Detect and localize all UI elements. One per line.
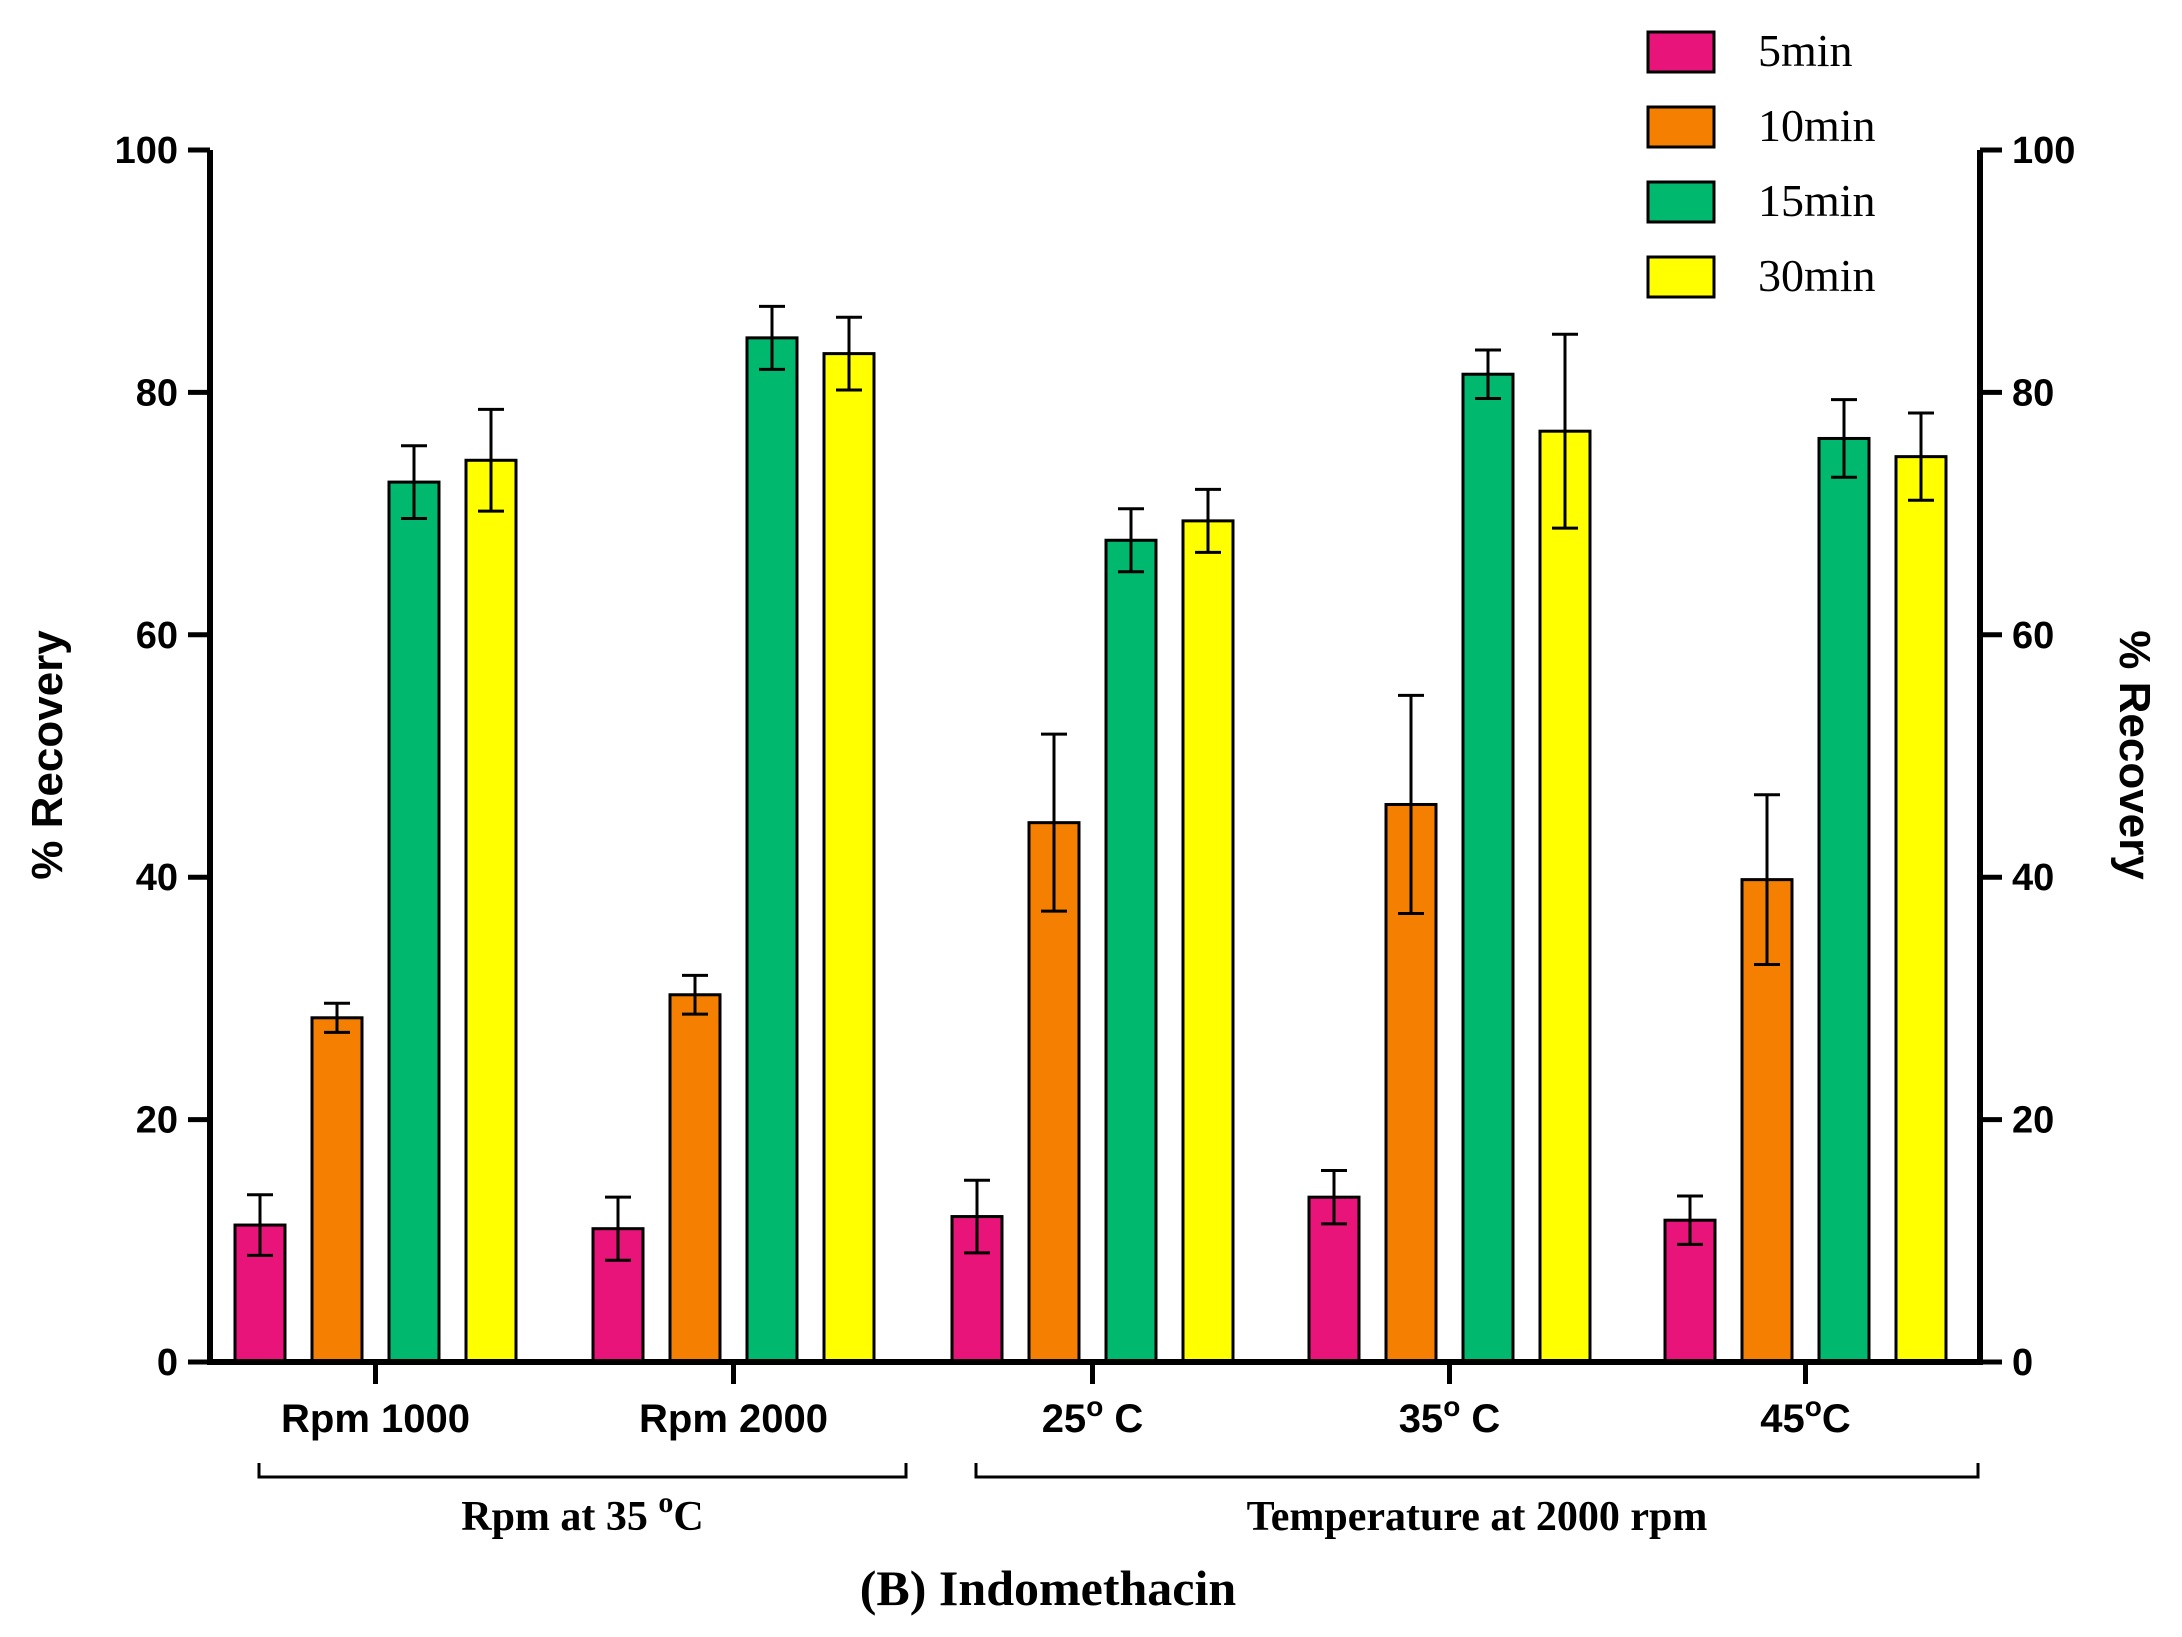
- category-label-4: 45oC: [1760, 1391, 1851, 1441]
- bar-30min-0: [464, 458, 518, 1364]
- bar-5min-3: [1307, 1195, 1361, 1364]
- bar-15min-0: [387, 480, 441, 1364]
- legend-label-15min: 15min: [1758, 175, 1876, 226]
- bar-15min-2: [1104, 538, 1158, 1364]
- category-labels: Rpm 1000 Rpm 2000 25o C 35o C 45oC: [281, 1391, 1851, 1441]
- y-tick-label-right-40: 40: [2012, 857, 2054, 899]
- bar-30min-4: [1894, 455, 1948, 1364]
- group-brackets: Rpm at 35 oC Temperature at 2000 rpm: [257, 1463, 1980, 1540]
- legend-swatch-10min: [1646, 105, 1716, 149]
- y-tick-label-right-60: 60: [2012, 615, 2054, 657]
- bar-30min-1: [822, 352, 876, 1364]
- bar-10min-1: [668, 993, 722, 1364]
- y-tick-label-right-20: 20: [2012, 1100, 2054, 1142]
- legend: 5min 10min 15min 30min: [1646, 25, 1876, 301]
- y-tick-label-right-0: 0: [2012, 1342, 2033, 1384]
- category-label-0: Rpm 1000: [281, 1397, 470, 1441]
- group-bracket-0: [257, 1463, 908, 1479]
- bar-10min-0: [310, 1016, 364, 1364]
- legend-swatch-5min: [1646, 30, 1716, 74]
- y-tick-label-left-80: 80: [136, 372, 178, 414]
- y-tick-label-right-100: 100: [2012, 130, 2075, 172]
- bar-30min-2: [1181, 519, 1235, 1364]
- category-label-1: Rpm 2000: [639, 1397, 828, 1441]
- legend-label-10min: 10min: [1758, 100, 1876, 151]
- bar-15min-4: [1817, 436, 1871, 1364]
- legend-swatch-30min: [1646, 255, 1716, 299]
- legend-label-30min: 30min: [1758, 250, 1876, 301]
- y-tick-label-left-20: 20: [136, 1100, 178, 1142]
- y-tick-label-left-40: 40: [136, 857, 178, 899]
- category-label-3: 35o C: [1399, 1391, 1501, 1441]
- legend-swatch-15min: [1646, 180, 1716, 224]
- group-bracket-1: [974, 1463, 1980, 1479]
- legend-label-5min: 5min: [1758, 25, 1853, 76]
- bar-30min-3: [1538, 429, 1592, 1364]
- error-bars-layer: [247, 304, 1934, 1262]
- y-tick-label-left-60: 60: [136, 615, 178, 657]
- bar-15min-1: [745, 336, 799, 1364]
- bar-15min-3: [1461, 372, 1515, 1364]
- ticks-layer: 0 0 20 20 40 40 60 60 80 80 100 100: [115, 130, 2075, 1384]
- group-label-0: Rpm at 35 oC: [461, 1486, 704, 1540]
- y-axis-title-right: % Recovery: [2110, 630, 2159, 880]
- y-tick-label-right-80: 80: [2012, 372, 2054, 414]
- y-axis-title-left: % Recovery: [23, 630, 72, 880]
- category-label-2: 25o C: [1042, 1391, 1144, 1441]
- y-tick-label-left-0: 0: [157, 1342, 178, 1384]
- chart-caption: (B) Indomethacin: [860, 1560, 1237, 1616]
- y-tick-label-left-100: 100: [115, 130, 178, 172]
- group-label-1: Temperature at 2000 rpm: [1247, 1494, 1708, 1540]
